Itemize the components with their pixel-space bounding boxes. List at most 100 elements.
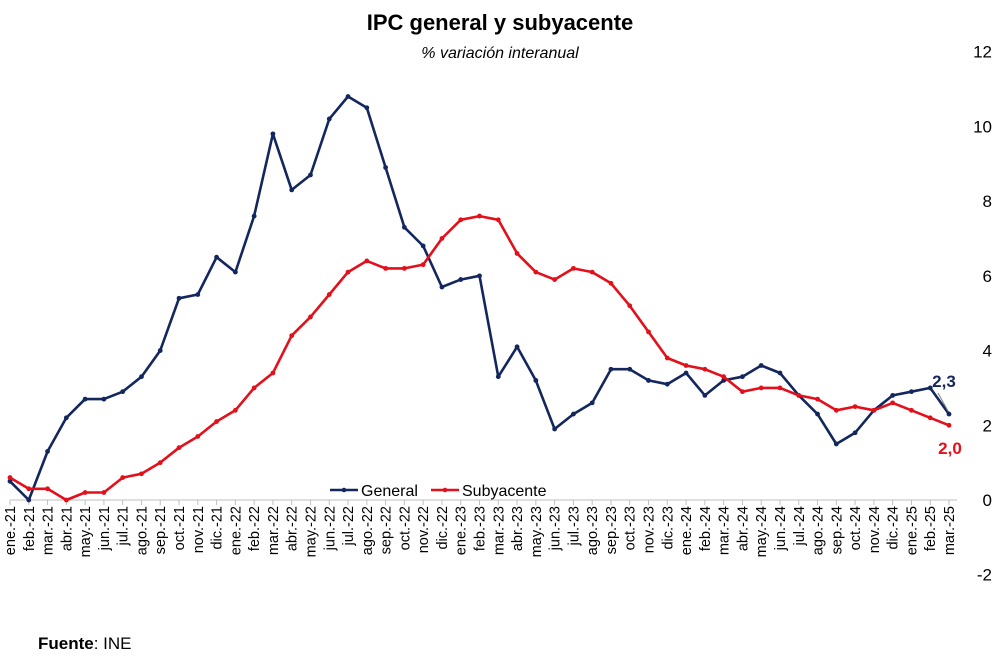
x-tick-label: jul.-24: [792, 506, 808, 547]
data-point-general: [214, 254, 219, 260]
chart-subtitle: % variación interanual: [421, 45, 579, 62]
data-point-subyacente: [721, 374, 727, 380]
data-point-subyacente: [101, 490, 107, 495]
legend: General Subyacente: [330, 483, 547, 500]
x-tick-label: feb.-23: [473, 506, 489, 551]
data-point-subyacente: [683, 363, 689, 368]
x-tick-label: abr.-22: [285, 506, 301, 551]
data-point-general: [533, 378, 539, 383]
data-point-general: [270, 131, 276, 137]
legend-general-label: General: [361, 483, 418, 500]
data-point-subyacente: [420, 262, 426, 268]
x-tick-label: ene.-22: [228, 506, 244, 555]
data-point-subyacente: [458, 217, 464, 223]
y-tick-label: 2: [983, 416, 992, 435]
data-point-subyacente: [308, 314, 313, 320]
data-point-general: [176, 295, 182, 301]
data-point-subyacente: [909, 407, 914, 413]
data-point-general: [157, 348, 163, 353]
x-tick-label: mar.-24: [717, 506, 733, 555]
series-subyacente-line: [8, 214, 951, 502]
data-point-general: [401, 224, 407, 230]
data-point-subyacente: [195, 434, 201, 439]
x-tick-label: ago.-21: [134, 506, 150, 555]
x-tick-label: ago.-24: [811, 506, 827, 555]
data-point-subyacente: [7, 475, 13, 480]
x-tick-label: ene.-23: [454, 506, 470, 555]
data-point-general: [232, 269, 238, 275]
data-point-general: [552, 426, 558, 432]
data-point-subyacente: [796, 392, 802, 398]
series-general: [7, 94, 952, 503]
data-point-general: [101, 396, 107, 402]
data-point-general: [439, 284, 445, 290]
data-point-subyacente: [270, 370, 276, 376]
data-point-subyacente: [289, 333, 295, 339]
subyacente-end-label: 2,0: [938, 439, 962, 458]
data-point-general: [702, 392, 708, 398]
data-point-general: [627, 366, 633, 372]
data-point-subyacente: [214, 419, 219, 424]
x-tick-label: nov.-22: [416, 506, 432, 553]
y-tick-label: 10: [973, 117, 992, 136]
x-tick-label: ago.-22: [360, 506, 376, 555]
x-tick-label: abr.-23: [510, 506, 526, 551]
x-tick-label: jul.-21: [116, 506, 132, 547]
x-tick-label: nov.-24: [867, 506, 883, 553]
x-tick-label: abr.-24: [735, 506, 751, 551]
data-point-general: [45, 449, 50, 454]
x-tick-label: sep.-23: [604, 506, 620, 554]
data-point-subyacente: [758, 385, 764, 391]
data-point-general: [589, 400, 595, 406]
x-tick-label: may.-23: [529, 506, 545, 557]
x-tick-label: jul.-22: [341, 506, 357, 547]
data-point-general: [364, 105, 370, 111]
data-point-subyacente: [552, 277, 558, 282]
x-tick-label: oct.-23: [623, 506, 639, 550]
data-point-general: [571, 411, 576, 417]
x-tick-label: feb.-24: [698, 506, 714, 551]
x-tick-label: oct.-22: [397, 506, 413, 550]
x-tick-label: dic.-21: [210, 506, 226, 550]
data-point-subyacente: [927, 415, 933, 421]
x-tick-label: abr.-21: [59, 506, 75, 551]
data-point-general: [7, 478, 13, 484]
x-tick-label: sep.-24: [829, 506, 845, 554]
legend-general-marker: [341, 487, 347, 493]
x-tick-label: ago.-23: [585, 506, 601, 555]
x-tick-label: mar.-22: [266, 506, 282, 555]
data-point-general: [815, 411, 820, 417]
data-point-general: [195, 292, 201, 297]
data-point-subyacente: [139, 471, 144, 477]
source-label: Fuente: [38, 634, 94, 653]
x-tick-label: ene.-24: [679, 506, 695, 555]
x-tick-label: jul.-23: [566, 506, 582, 547]
data-point-subyacente: [514, 251, 520, 256]
data-point-general: [458, 277, 464, 282]
data-point-subyacente: [120, 475, 126, 480]
end-labels: 2,3 2,0: [932, 372, 962, 458]
data-point-subyacente: [82, 490, 88, 495]
data-point-subyacente: [477, 213, 482, 219]
data-point-general: [890, 392, 896, 398]
x-tick-label: ene.-21: [3, 506, 19, 555]
data-point-subyacente: [364, 258, 370, 264]
data-point-subyacente: [740, 389, 745, 395]
data-point-subyacente: [852, 404, 858, 409]
data-point-general: [664, 381, 670, 387]
chart-title: IPC general y subyacente: [367, 10, 634, 35]
data-point-subyacente: [608, 280, 614, 286]
x-tick-label: oct.-21: [172, 506, 188, 550]
x-tick-label: may.-21: [78, 506, 94, 557]
general-end-label: 2,3: [932, 372, 956, 391]
data-point-general: [946, 411, 952, 417]
data-point-general: [740, 374, 745, 380]
data-point-subyacente: [533, 269, 539, 275]
data-point-subyacente: [45, 486, 50, 492]
data-point-general: [326, 116, 332, 122]
x-tick-label: mar.-21: [41, 506, 57, 555]
x-tick-label: dic.-24: [886, 506, 902, 550]
x-tick-label: mar.-23: [491, 506, 507, 555]
data-point-general: [139, 374, 144, 380]
x-tick-label: may.-24: [754, 506, 770, 557]
